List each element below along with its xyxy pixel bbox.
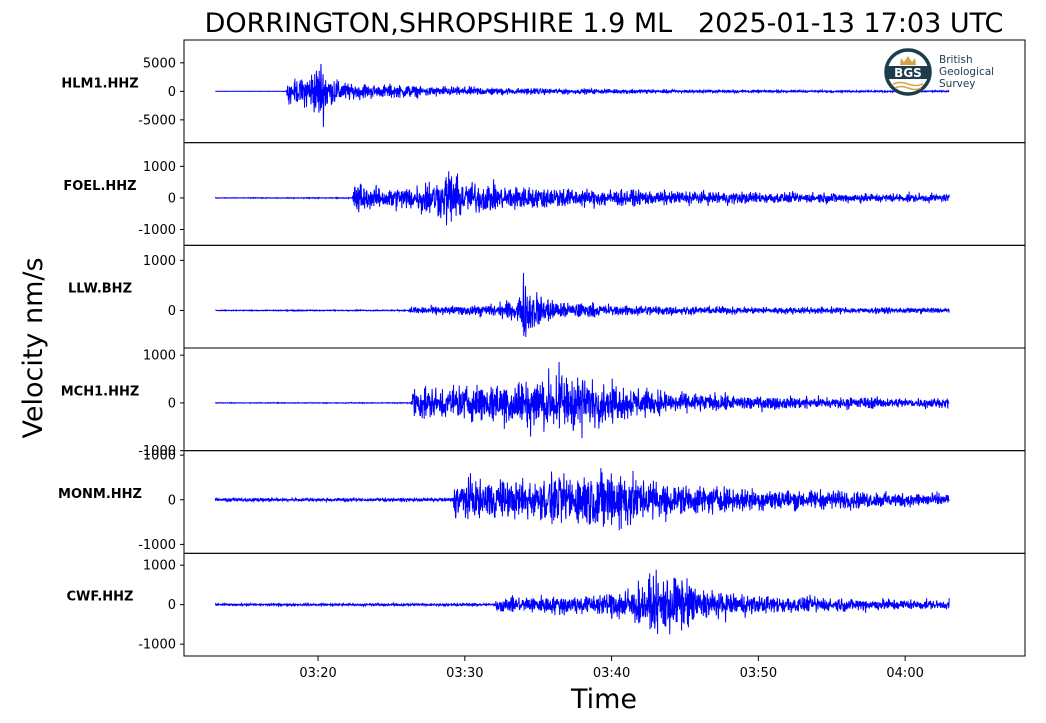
- station-label: FOEL.HHZ: [63, 179, 136, 194]
- logo-waves-icon: [892, 81, 924, 91]
- waveform-trace: [214, 569, 950, 635]
- y-tick-label: 1000: [143, 449, 176, 464]
- y-tick-label: 1000: [143, 559, 176, 574]
- waveform-trace: [215, 272, 950, 338]
- x-tick-label: 03:40: [593, 666, 630, 681]
- y-tick-label: 0: [168, 85, 176, 100]
- waveform-trace: [215, 63, 950, 128]
- y-tick-label: -1000: [138, 538, 176, 553]
- y-tick-label: 1000: [143, 349, 176, 364]
- y-tick-label: 1000: [143, 254, 176, 269]
- logo-band: [887, 66, 929, 79]
- y-tick-label: 0: [168, 304, 176, 319]
- x-axis-label: Time: [570, 684, 637, 715]
- y-tick-label: 0: [168, 493, 176, 508]
- y-tick-label: 0: [168, 191, 176, 206]
- panel-hlm1-hhz: 5000 0 -5000 HLM1.HHZ: [61, 39, 1026, 144]
- logo-line-2: Geological: [939, 66, 994, 78]
- panel-mch1-hhz: 1000 0 -1000 MCH1.HHZ: [61, 347, 1026, 459]
- y-tick-label: 1000: [143, 160, 176, 175]
- bgs-logo: BGS British Geological Survey: [884, 48, 994, 96]
- y-axis-label: Velocity nm/s: [18, 257, 49, 438]
- x-axis-ticks: 03:20 03:30 03:40 03:50 04:00: [299, 656, 924, 681]
- station-label: LLW.BHZ: [68, 282, 132, 297]
- x-tick-label: 03:30: [446, 666, 483, 681]
- panel-frame: [183, 244, 1026, 349]
- panels: 50000-5000HLM1.HHZ10000-1000FOEL.HHZ1000…: [58, 39, 1026, 657]
- waveform-trace: [214, 468, 950, 531]
- x-tick-label: 03:20: [299, 666, 336, 681]
- x-tick-label: 03:50: [740, 666, 777, 681]
- logo-initials: BGS: [894, 66, 922, 80]
- y-tick-label: 0: [168, 598, 176, 613]
- panel-monm-hhz: 1000 0 -1000 MONM.HHZ: [58, 449, 1026, 554]
- logo-line-3: Survey: [939, 78, 976, 90]
- station-label: MONM.HHZ: [58, 487, 142, 502]
- logo-line-1: British: [939, 54, 973, 66]
- waveform-trace: [214, 361, 950, 439]
- waveform-trace: [214, 171, 950, 226]
- y-tick-label: -1000: [138, 444, 176, 459]
- station-label: CWF.HHZ: [67, 590, 134, 605]
- y-tick-label: -1000: [138, 638, 176, 653]
- y-tick-label: -1000: [138, 223, 176, 238]
- x-tick-label: 04:00: [886, 666, 923, 681]
- chart-title: DORRINGTON,SHROPSHIRE 1.9 ML 2025-01-13 …: [205, 8, 1004, 39]
- logo-crown-icon: [900, 56, 916, 65]
- y-tick-label: 0: [168, 396, 176, 411]
- panel-cwf-hhz: 1000 0 -1000 CWF.HHZ: [67, 552, 1026, 657]
- panel-foel-hhz: 1000 0 -1000 FOEL.HHZ: [63, 142, 1026, 246]
- y-tick-label: 5000: [143, 56, 176, 71]
- station-label: MCH1.HHZ: [61, 384, 140, 399]
- station-label: HLM1.HHZ: [61, 76, 138, 91]
- y-tick-label: -5000: [138, 113, 176, 128]
- panel-llw-bhz: 1000 0 LLW.BHZ: [68, 244, 1026, 349]
